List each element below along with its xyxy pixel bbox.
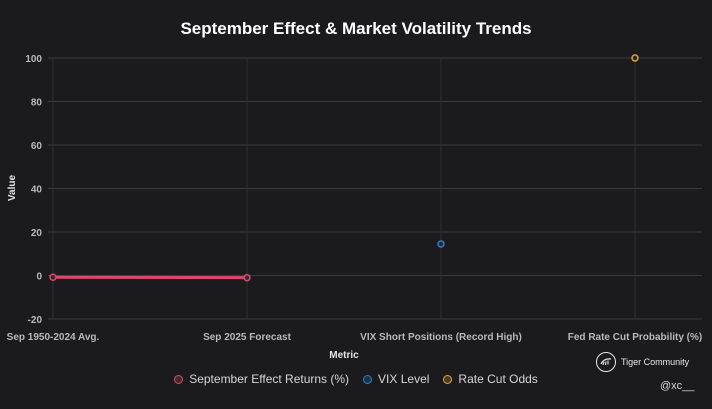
x-axis-label: Metric: [329, 350, 359, 361]
x-tick-label: Sep 2025 Forecast: [203, 332, 291, 343]
y-tick-label: 80: [31, 98, 43, 109]
legend-swatch-september-effect: [174, 375, 183, 384]
y-tick-label: -20: [28, 315, 43, 326]
watermark-brand: Tiger Community: [621, 357, 689, 367]
x-tick-label: Sep 1950-2024 Avg.: [7, 332, 100, 343]
y-tick-label: 40: [31, 185, 43, 196]
y-tick-label: 60: [31, 141, 43, 152]
legend: September Effect Returns (%) VIX Level R…: [0, 372, 712, 386]
legend-label: VIX Level: [378, 372, 429, 386]
legend-label: Rate Cut Odds: [458, 372, 537, 386]
legend-item-rate-cut-odds[interactable]: Rate Cut Odds: [443, 372, 537, 386]
legend-swatch-rate-cut-odds: [443, 375, 452, 384]
grid: [48, 58, 702, 319]
chart-title: September Effect & Market Volatility Tre…: [180, 19, 531, 38]
x-tick-label: Fed Rate Cut Probability (%): [568, 332, 702, 343]
y-tick-label: 0: [36, 272, 42, 283]
y-tick-labels: -20 0 20 40 60 80 100: [25, 54, 42, 326]
legend-item-vix-level[interactable]: VIX Level: [363, 372, 429, 386]
x-tick-labels: Sep 1950-2024 Avg. Sep 2025 Forecast VIX S…: [7, 332, 703, 343]
legend-label: September Effect Returns (%): [189, 372, 349, 386]
tiger-logo-icon: [596, 352, 616, 372]
y-tick-label: 20: [31, 228, 43, 239]
watermark-handle: @xc__: [660, 380, 694, 392]
series: [50, 55, 638, 281]
legend-item-september-effect[interactable]: September Effect Returns (%): [174, 372, 349, 386]
data-point: [438, 241, 444, 247]
watermark: Tiger Community: [596, 352, 689, 372]
data-point: [632, 55, 638, 61]
data-point: [244, 275, 250, 281]
x-tick-label: VIX Short Positions (Record High): [360, 332, 522, 343]
legend-swatch-vix-level: [363, 375, 372, 384]
y-axis-label: Value: [7, 175, 18, 202]
data-point: [50, 274, 56, 280]
y-tick-label: 100: [25, 54, 42, 65]
